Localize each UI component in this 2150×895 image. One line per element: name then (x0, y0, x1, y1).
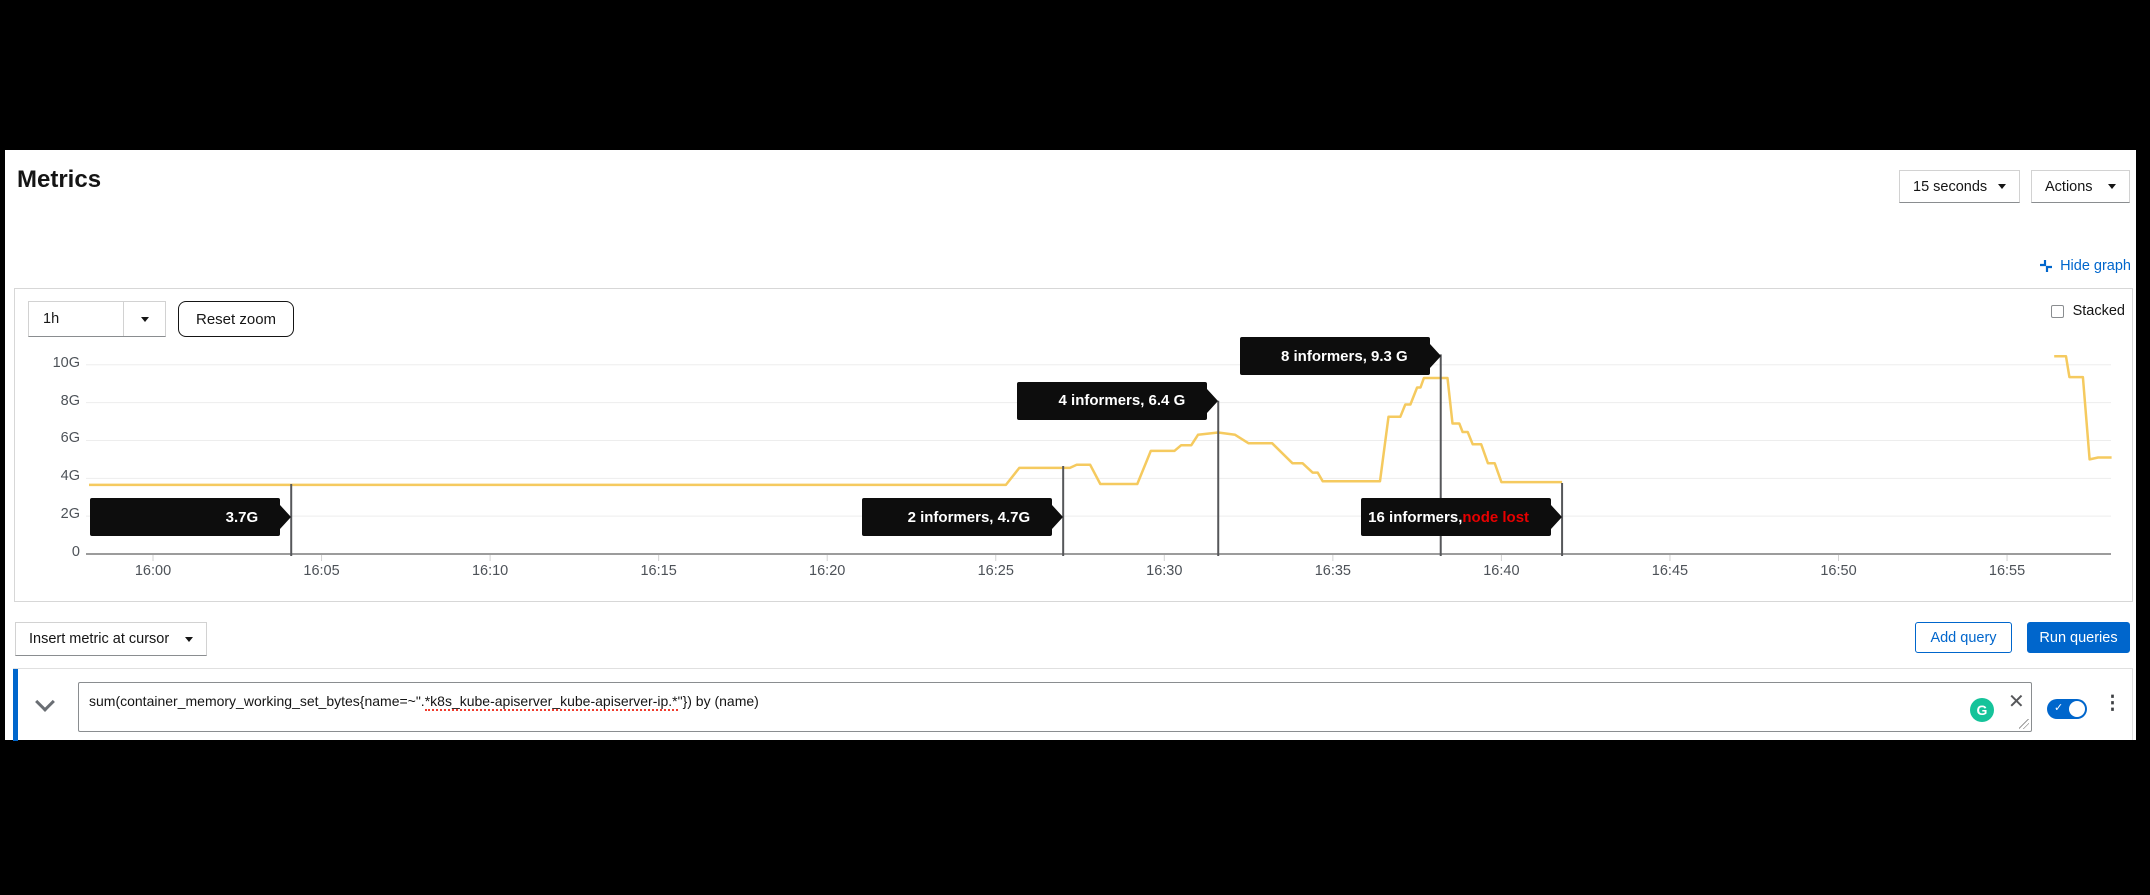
run-queries-button[interactable]: Run queries (2027, 622, 2130, 653)
metrics-page: Metrics 15 seconds Actions Hide graph 1h… (5, 150, 2136, 741)
reset-zoom-button[interactable]: Reset zoom (178, 301, 295, 337)
x-axis-label: 16:50 (1820, 563, 1857, 579)
annotation-callout: 8 informers, 9.3 G (1239, 337, 1430, 376)
annotation-callout: 16 informers, node lost (1361, 498, 1552, 537)
annotation-text: 8 informers, 9.3 G (1281, 347, 1408, 365)
annotation-callout: 4 informers, 6.4 G (1017, 381, 1208, 420)
x-axis-label: 16:55 (1988, 563, 2026, 579)
actions-label: Actions (2045, 178, 2093, 195)
caret-down-icon (1998, 184, 2006, 189)
refresh-interval-select[interactable]: 15 seconds (1899, 170, 2020, 203)
query-expression-input[interactable]: sum(container_memory_working_set_bytes{n… (78, 682, 2032, 732)
kebab-menu-icon[interactable]: ⋮ (2103, 693, 2122, 714)
series-line (2054, 355, 2112, 461)
query-expression-suffix: "}) by (name) (677, 693, 759, 709)
x-axis-label: 16:15 (640, 563, 677, 579)
y-axis-label: 4G (60, 468, 80, 485)
annotation-text: 4 informers, 6.4 G (1058, 392, 1186, 410)
add-query-button[interactable]: Add query (1915, 622, 2012, 653)
stacked-checkbox[interactable] (2050, 304, 2064, 318)
hide-graph-label: Hide graph (2060, 258, 2131, 274)
query-row: sum(container_memory_working_set_bytes{n… (13, 668, 2133, 741)
query-accent-bar (13, 669, 18, 741)
stacked-label: Stacked (2072, 303, 2125, 319)
annotation-callout: 3.7G (90, 498, 281, 537)
annotation-text: 16 informers, (1368, 508, 1463, 526)
insert-metric-label: Insert metric at cursor (29, 631, 170, 647)
toggle-knob (2069, 701, 2085, 717)
y-axis-label: 8G (60, 392, 80, 409)
close-icon[interactable]: ✕ (2008, 691, 2025, 713)
graph-panel: 1h Reset zoom Stacked 0 2G 4G 6G 8G 10G 16:00 1… (14, 288, 2133, 602)
x-axis-label: 16:40 (1483, 563, 1520, 579)
x-axis-label: 16:30 (1146, 563, 1183, 579)
chevron-down-icon[interactable] (35, 692, 55, 712)
query-expression-prefix: sum(container_memory_working_set_bytes{n… (89, 693, 425, 709)
caret-down-icon (185, 636, 193, 642)
series-line (89, 376, 1563, 487)
select-divider (123, 302, 124, 336)
annotation-text: 3.7G (225, 508, 259, 526)
compress-icon (2040, 260, 2053, 272)
hide-graph-link[interactable]: Hide graph (2039, 258, 2131, 274)
time-range-value: 1h (43, 311, 60, 327)
y-axis-label: 6G (60, 430, 80, 447)
resize-handle[interactable] (2019, 719, 2029, 729)
annotation-text: 2 informers, 4.7G (907, 508, 1031, 526)
caret-down-icon (140, 316, 149, 322)
y-axis-label: 0 (71, 544, 80, 560)
refresh-interval-value: 15 seconds (1913, 178, 1988, 195)
metrics-chart[interactable] (15, 289, 2134, 603)
actions-dropdown[interactable]: Actions (2031, 170, 2130, 203)
query-expression-flagged: *k8s_kube-apiserver_kube-apiserver-ip.* (424, 693, 678, 711)
annotation-callout: 2 informers, 4.7G (862, 498, 1053, 537)
x-axis-label: 16:05 (303, 563, 340, 579)
page-title: Metrics (17, 166, 102, 193)
time-range-select[interactable]: 1h (28, 301, 166, 337)
x-axis-label: 16:00 (134, 563, 172, 579)
y-axis-label: 10G (52, 354, 80, 371)
check-icon: ✓ (2054, 702, 2064, 714)
grammarly-icon[interactable]: G (1970, 698, 1994, 722)
caret-down-icon (2108, 184, 2116, 189)
insert-metric-dropdown[interactable]: Insert metric at cursor (15, 622, 207, 656)
annotation-danger-text: node lost (1462, 508, 1530, 526)
y-axis-label: 2G (60, 506, 80, 523)
x-axis-label: 16:35 (1314, 563, 1351, 579)
x-axis-label: 16:25 (977, 563, 1014, 579)
x-axis-label: 16:45 (1651, 563, 1689, 579)
stacked-checkbox-label[interactable]: Stacked (2050, 303, 2125, 319)
x-axis-label: 16:20 (809, 563, 846, 579)
query-enabled-toggle[interactable]: ✓ (2047, 699, 2087, 719)
x-axis-label: 16:10 (471, 563, 509, 579)
